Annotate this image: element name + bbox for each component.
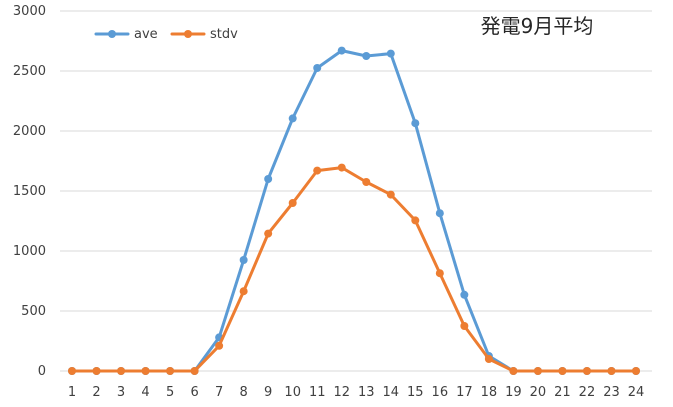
data-point-ave: [460, 290, 469, 299]
data-point-stdv: [484, 355, 493, 363]
data-point-ave: [288, 114, 297, 123]
data-point-ave: [239, 256, 248, 264]
x-tick-label: 12: [333, 385, 350, 400]
x-tick-label: 6: [190, 385, 198, 400]
x-tick-label: 19: [505, 385, 522, 400]
data-point-stdv: [386, 190, 395, 199]
legend-label: ave: [134, 27, 158, 42]
data-point-stdv: [337, 163, 346, 172]
x-tick-label: 21: [554, 385, 571, 400]
x-tick-label: 5: [166, 385, 174, 400]
x-tick-labels: 1 2 3 4 5 6 7 8 9 10 11 12 13 14 15 16 17 18 19 20 21 22 23 24: [68, 385, 644, 400]
x-tick-label: 20: [530, 385, 547, 400]
series-line-ave: [70, 49, 638, 373]
data-point-stdv: [533, 367, 542, 375]
series-stdv: [68, 163, 640, 375]
data-point-stdv: [632, 367, 640, 375]
chart-title: 発電9月平均: [481, 14, 594, 38]
legend-swatch-marker: [184, 30, 192, 38]
x-tick-label: 16: [432, 385, 449, 400]
y-tick-label: 0: [38, 364, 46, 379]
data-point-ave: [264, 175, 273, 183]
legend-label: stdv: [210, 27, 238, 42]
x-tick-label: 24: [628, 385, 645, 400]
x-tick-label: 8: [240, 385, 248, 400]
x-tick-label: 15: [407, 385, 424, 400]
x-tick-label: 18: [481, 385, 498, 400]
x-tick-label: 3: [117, 385, 125, 400]
x-tick-label: 4: [141, 385, 149, 400]
data-point-stdv: [264, 229, 273, 238]
data-point-stdv: [68, 367, 76, 375]
x-tick-label: 23: [603, 385, 620, 400]
data-point-stdv: [509, 367, 518, 375]
data-point-stdv: [313, 166, 322, 175]
data-point-stdv: [607, 367, 616, 375]
data-point-stdv: [362, 178, 371, 186]
legend-swatch-marker: [108, 30, 116, 38]
data-point-stdv: [92, 367, 101, 375]
series-lines: [68, 46, 640, 375]
x-tick-label: 17: [456, 385, 473, 400]
x-tick-label: 1: [68, 385, 76, 400]
data-point-ave: [435, 209, 444, 218]
x-tick-label: 14: [383, 385, 400, 400]
x-tick-label: 2: [92, 385, 100, 400]
data-point-stdv: [288, 199, 297, 207]
y-tick-labels: 0 500 1000 1500 2000 2500 3000: [13, 4, 46, 379]
legend-item-stdv: stdv: [170, 27, 238, 42]
data-point-ave: [386, 49, 395, 58]
data-point-ave: [337, 46, 346, 55]
y-tick-label: 2500: [13, 64, 46, 79]
gridlines: [60, 10, 652, 312]
y-tick-label: 1000: [13, 244, 46, 259]
data-point-stdv: [435, 269, 444, 278]
y-tick-label: 500: [21, 304, 46, 319]
x-tick-label: 9: [264, 385, 272, 400]
y-tick-label: 2000: [13, 124, 46, 139]
legend-item-ave: ave: [94, 27, 158, 42]
data-point-stdv: [582, 367, 591, 375]
y-tick-label: 3000: [13, 4, 46, 19]
y-tick-label: 1500: [13, 184, 46, 199]
data-point-stdv: [190, 367, 199, 375]
x-tick-label: 13: [358, 385, 375, 400]
x-tick-label: 22: [579, 385, 596, 400]
x-tick-label: 7: [215, 385, 223, 400]
x-tick-label: 11: [309, 385, 326, 400]
data-point-ave: [362, 52, 371, 60]
x-tick-label: 10: [284, 385, 301, 400]
data-point-stdv: [215, 341, 224, 350]
series-ave: [68, 46, 640, 375]
data-point-stdv: [141, 367, 150, 375]
data-point-stdv: [558, 367, 567, 375]
data-point-stdv: [460, 322, 469, 330]
data-point-ave: [313, 64, 322, 72]
data-point-ave: [411, 119, 420, 128]
data-point-stdv: [166, 367, 175, 375]
series-line-stdv: [70, 166, 638, 373]
data-point-stdv: [117, 367, 126, 375]
data-point-stdv: [411, 216, 420, 225]
data-point-stdv: [239, 287, 248, 296]
legend: ave stdv: [94, 27, 238, 42]
